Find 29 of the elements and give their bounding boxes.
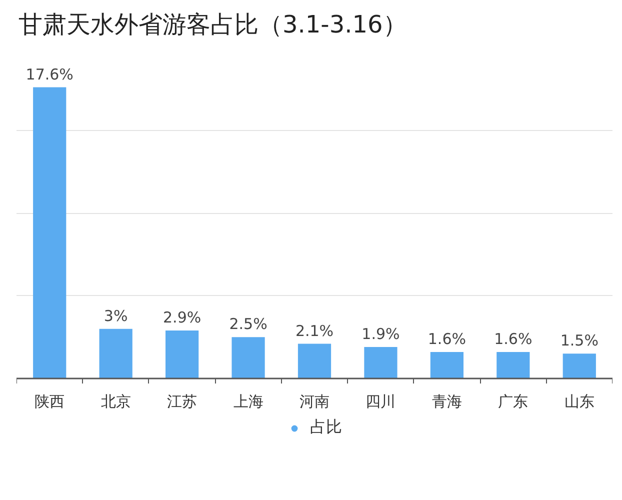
x-tick-label: 江苏 [167,392,198,410]
bar [99,328,132,378]
bar [364,347,398,378]
bar [496,352,530,378]
x-tick-label: 河南 [300,392,330,410]
bar [298,344,332,378]
x-tick-label: 青海 [432,392,462,410]
bar [166,330,199,378]
x-tick-label: 山东 [564,392,594,410]
bar [33,87,66,378]
x-tick-label: 北京 [100,392,131,410]
chart-title: 甘肃天水外省游客占比（3.1-3.16） [18,10,407,38]
data-label: 1.6% [494,330,532,348]
bar [562,354,596,378]
legend-label: 占比 [310,417,342,438]
data-label: 1.6% [428,330,466,348]
x-tick-label: 广东 [498,392,528,410]
x-tick-label: 上海 [233,392,264,410]
data-label: 1.9% [362,325,400,344]
data-label: 2.5% [229,315,268,334]
data-label: 3% [104,306,128,325]
data-label: 2.9% [163,308,202,327]
x-tick-label: 陕西 [34,392,65,410]
bar [232,337,265,378]
data-label: 2.1% [295,322,334,340]
bar [430,352,464,378]
x-tick-label: 四川 [366,392,396,410]
data-label: 17.6% [26,65,74,84]
data-label: 1.5% [560,332,598,350]
